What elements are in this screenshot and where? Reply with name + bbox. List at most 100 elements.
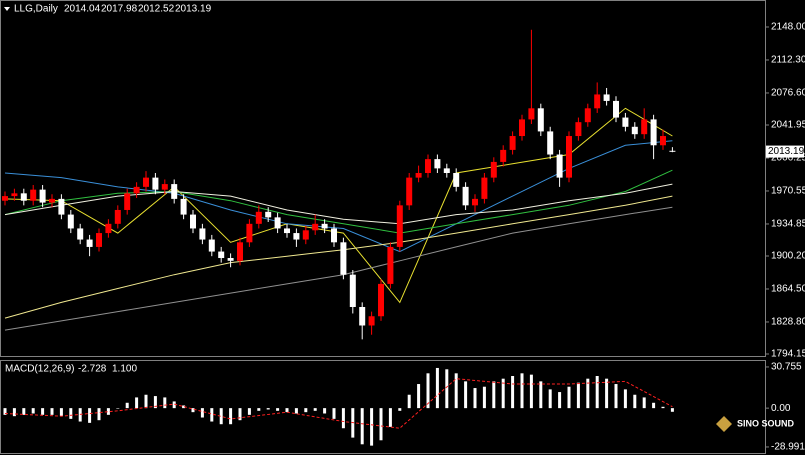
macd-bar <box>97 408 101 421</box>
candle-body <box>11 193 18 197</box>
macd-bar <box>454 373 458 409</box>
candle-body <box>237 242 243 261</box>
candle-body <box>227 258 234 261</box>
candle-body <box>359 307 366 326</box>
macd-bar <box>144 394 148 409</box>
macd-bar <box>22 408 26 415</box>
macd-bar <box>294 408 298 414</box>
y-tick-label: 2112.30 <box>771 55 805 66</box>
macd-bar <box>426 373 430 409</box>
candle-body <box>58 198 65 215</box>
candle-body <box>321 223 328 229</box>
y-tick-label: -28.991 <box>771 442 805 453</box>
candle-body <box>566 136 572 178</box>
macd-bar <box>623 389 627 409</box>
candle-body <box>124 193 131 210</box>
macd-bar <box>360 408 364 445</box>
candle-body <box>312 223 319 231</box>
macd-title: MACD(12,26,9) <box>5 364 74 375</box>
macd-bar <box>153 396 157 409</box>
macd-bar <box>473 388 477 409</box>
candle-body <box>641 119 648 135</box>
macd-bar <box>182 405 186 409</box>
logo-text: SINO SOUND <box>737 418 795 428</box>
macd-bar <box>492 381 496 409</box>
macd-bar <box>229 408 233 425</box>
y-tick-label: 1970.55 <box>771 186 805 197</box>
candle-body <box>199 228 206 240</box>
macd-bar <box>106 408 110 415</box>
candle-body <box>556 154 563 178</box>
candle-body <box>284 228 290 234</box>
candle-body <box>425 159 431 174</box>
candle-body <box>77 228 84 240</box>
candle-body <box>30 189 37 201</box>
candle-body <box>603 94 610 101</box>
macd-bar <box>238 408 242 421</box>
macd-bar <box>548 389 552 409</box>
candle-body <box>481 177 488 199</box>
macd-bar <box>586 378 590 409</box>
candle-body <box>340 242 347 275</box>
candle-body <box>669 150 676 152</box>
macd-bar <box>407 394 411 409</box>
logo: SINO SOUND <box>716 416 795 432</box>
candle-body <box>631 126 638 135</box>
candle-body <box>180 198 187 215</box>
candle-body <box>368 316 375 326</box>
macd-bar <box>576 382 580 409</box>
macd-bar <box>285 408 289 413</box>
candle-body <box>415 173 422 178</box>
macd-bar <box>41 408 45 415</box>
macd-bar <box>435 367 439 409</box>
macd-bar <box>501 378 505 409</box>
candle-body <box>519 119 525 137</box>
candle-body <box>378 283 384 317</box>
macd-bar <box>511 375 515 409</box>
macd-bar <box>276 408 280 411</box>
macd-bar <box>398 408 402 411</box>
candle-body <box>584 108 591 123</box>
macd-bar <box>323 408 327 414</box>
candle-body <box>2 196 8 201</box>
menu-icon[interactable] <box>4 7 10 11</box>
candle-body <box>255 211 262 224</box>
macd-bar <box>172 401 176 409</box>
candle-body <box>396 205 403 247</box>
macd-bar <box>304 408 308 413</box>
macd-bar <box>69 408 73 419</box>
macd-bar <box>464 381 468 409</box>
macd-value: -2.728 <box>78 364 107 375</box>
candle-body <box>660 136 666 146</box>
candle-body <box>622 117 629 127</box>
y-tick-label: 2076.60 <box>771 88 805 99</box>
macd-bar <box>417 384 421 409</box>
macd-bar <box>341 408 345 429</box>
y-tick-label: 0.00 <box>771 403 791 414</box>
candle-body <box>171 184 178 199</box>
candle-body <box>349 274 356 308</box>
macd-bar <box>116 408 120 409</box>
macd-bar <box>247 408 251 415</box>
macd-bar <box>661 406 665 409</box>
macd-bar <box>614 384 618 409</box>
macd-bar <box>88 408 92 423</box>
macd-bar <box>50 408 54 415</box>
candle-body <box>152 177 159 190</box>
y-tick-label: 2006.25 <box>771 153 805 164</box>
candle-body <box>20 193 27 201</box>
candle-body <box>208 239 215 252</box>
macd-bar <box>163 397 167 409</box>
candle-body <box>105 223 112 234</box>
macd-bar <box>379 408 383 441</box>
macd-bar <box>266 408 270 410</box>
candle-body <box>613 100 619 118</box>
candle-body <box>218 251 225 259</box>
candle-body <box>434 159 441 169</box>
candle-body <box>49 198 55 203</box>
macd-bar <box>370 408 374 446</box>
candle-body <box>114 209 121 224</box>
candle-body <box>67 214 74 229</box>
candle-body <box>462 186 469 206</box>
